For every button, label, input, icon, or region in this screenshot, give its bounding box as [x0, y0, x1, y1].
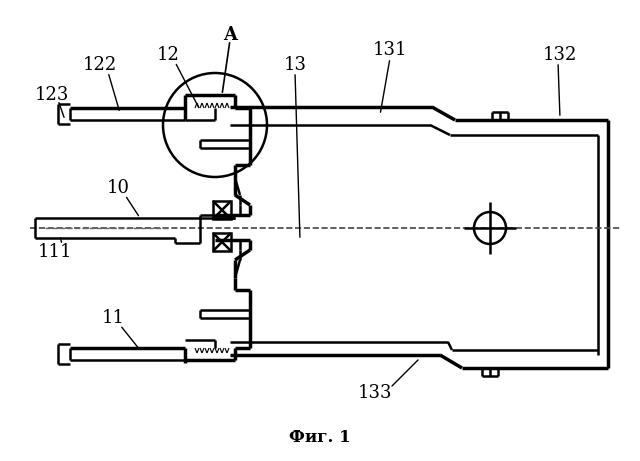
Text: 123: 123: [35, 86, 69, 104]
Text: Фиг. 1: Фиг. 1: [289, 430, 351, 447]
Text: 111: 111: [38, 243, 72, 261]
Text: 133: 133: [358, 384, 392, 402]
Text: 12: 12: [157, 46, 179, 64]
Text: A: A: [223, 26, 237, 44]
Text: 13: 13: [284, 56, 307, 74]
Text: 131: 131: [372, 41, 407, 59]
Text: 132: 132: [543, 46, 577, 64]
Text: 11: 11: [102, 309, 125, 327]
Text: 10: 10: [106, 179, 129, 197]
Bar: [213, 233, 231, 251]
Text: 122: 122: [83, 56, 117, 74]
Bar: [213, 201, 231, 219]
